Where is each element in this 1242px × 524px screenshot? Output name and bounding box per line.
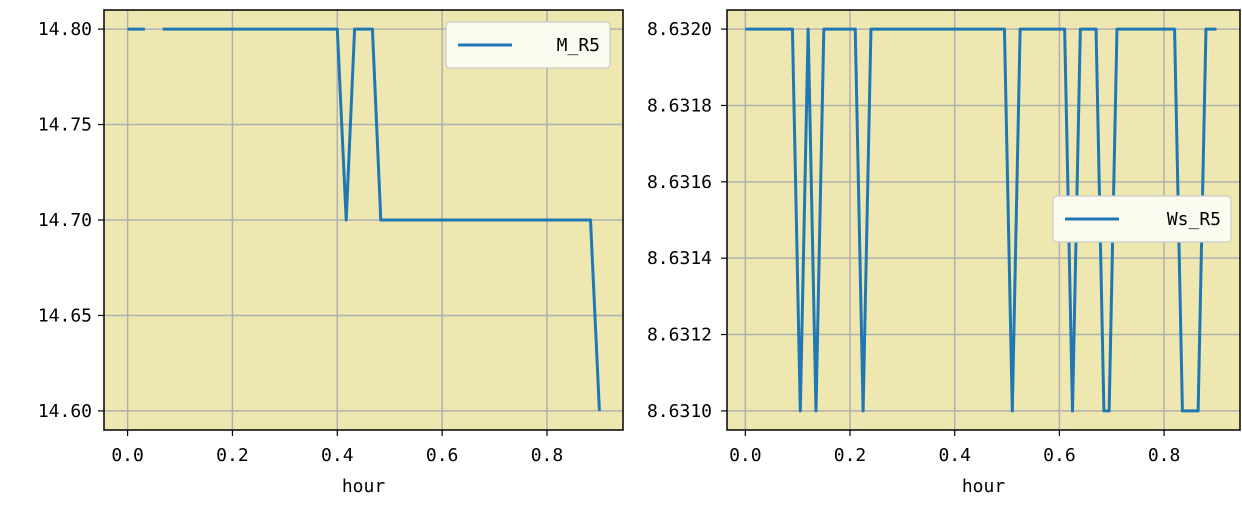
- legend-box: [1052, 195, 1232, 243]
- y-tick-label: 14.60: [38, 401, 92, 422]
- legend-label: M_R5: [557, 35, 600, 56]
- x-tick-label: 0.4: [938, 445, 971, 466]
- legend: M_R5: [445, 21, 611, 69]
- x-axis-label: hour: [962, 476, 1006, 497]
- y-tick-label: 8.6310: [647, 401, 712, 422]
- legend: Ws_R5: [1052, 195, 1232, 243]
- y-tick-label: 14.80: [38, 19, 92, 40]
- x-tick-label: 0.0: [111, 445, 144, 466]
- x-tick-label: 0.8: [1148, 445, 1181, 466]
- x-tick-label: 0.6: [1043, 445, 1076, 466]
- y-tick-label: 8.6316: [647, 172, 712, 193]
- y-tick-label: 14.65: [38, 305, 92, 326]
- x-tick-label: 0.0: [729, 445, 762, 466]
- legend-label: Ws_R5: [1167, 209, 1221, 230]
- legend-box: [445, 21, 611, 69]
- x-tick-label: 0.8: [531, 445, 564, 466]
- x-tick-label: 0.2: [834, 445, 867, 466]
- y-tick-label: 14.75: [38, 115, 92, 136]
- axes-frame: [726, 9, 1241, 431]
- left-chart: 0.0 0.2 0.4 0.6 0.8 14.60 14.65 14.70 14.75 14.80…: [38, 9, 624, 497]
- y-tick-label: 8.6320: [647, 19, 712, 40]
- x-axis-label: hour: [342, 476, 386, 497]
- x-tick-label: 0.6: [426, 445, 459, 466]
- series-line-M_R5: [162, 27, 601, 411]
- y-tick-label: 8.6312: [647, 325, 712, 346]
- series-line-Ws_R5: [745, 27, 1217, 413]
- right-chart: 0.0 0.2 0.4 0.6 0.8 8.6310 8.6312 8.6314 8.6316 8…: [647, 9, 1241, 497]
- x-tick-label: 0.2: [216, 445, 249, 466]
- x-tick-label: 0.4: [321, 445, 354, 466]
- y-tick-label: 8.6318: [647, 95, 712, 116]
- y-tick-label: 8.6314: [647, 248, 712, 269]
- y-tick-label: 14.70: [38, 210, 92, 231]
